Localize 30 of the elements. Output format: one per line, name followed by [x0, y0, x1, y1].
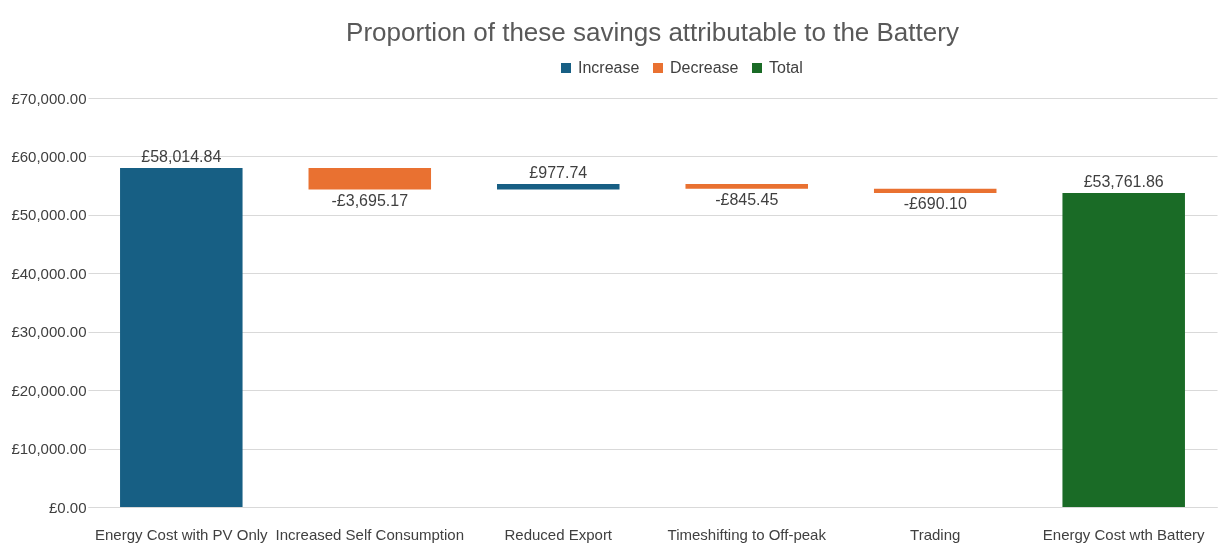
data-label: £977.74	[529, 163, 588, 181]
x-tick-label: Energy Cost with PV Only	[95, 525, 269, 543]
y-tick-label: £0.00	[48, 498, 87, 516]
x-tick-label: Increased Self Consumption	[275, 525, 464, 543]
y-tick-label: £40,000.00	[11, 264, 87, 282]
bar	[685, 183, 808, 189]
y-tick-label: £10,000.00	[11, 440, 87, 458]
chart-title: Proportion of these savings attributable to the Battery	[346, 17, 959, 47]
y-tick-label: £20,000.00	[11, 381, 87, 399]
y-tick-label: £50,000.00	[11, 206, 87, 224]
x-tick-label: Reduced Export	[504, 525, 613, 543]
data-label: -£690.10	[903, 194, 967, 212]
legend-label: Total	[769, 59, 803, 76]
bar	[497, 183, 620, 190]
data-label: £53,761.86	[1083, 172, 1164, 190]
data-label: £58,014.84	[141, 148, 222, 166]
x-tick-label: Timeshifting to Off-peak	[667, 525, 827, 543]
legend-label: Decrease	[670, 59, 739, 76]
bar	[1062, 192, 1185, 507]
data-label: -£3,695.17	[331, 191, 409, 209]
legend-label: Increase	[578, 59, 640, 76]
y-tick-label: £30,000.00	[11, 323, 87, 341]
x-tick-label: Trading	[910, 525, 961, 543]
y-tick-label: £60,000.00	[11, 147, 87, 165]
y-tick-label: £70,000.00	[11, 89, 87, 107]
bar	[873, 188, 997, 193]
data-label: -£845.45	[715, 190, 779, 208]
x-tick-label: Energy Cost wth Battery	[1042, 525, 1206, 543]
bar	[308, 168, 432, 190]
bar	[120, 168, 243, 507]
